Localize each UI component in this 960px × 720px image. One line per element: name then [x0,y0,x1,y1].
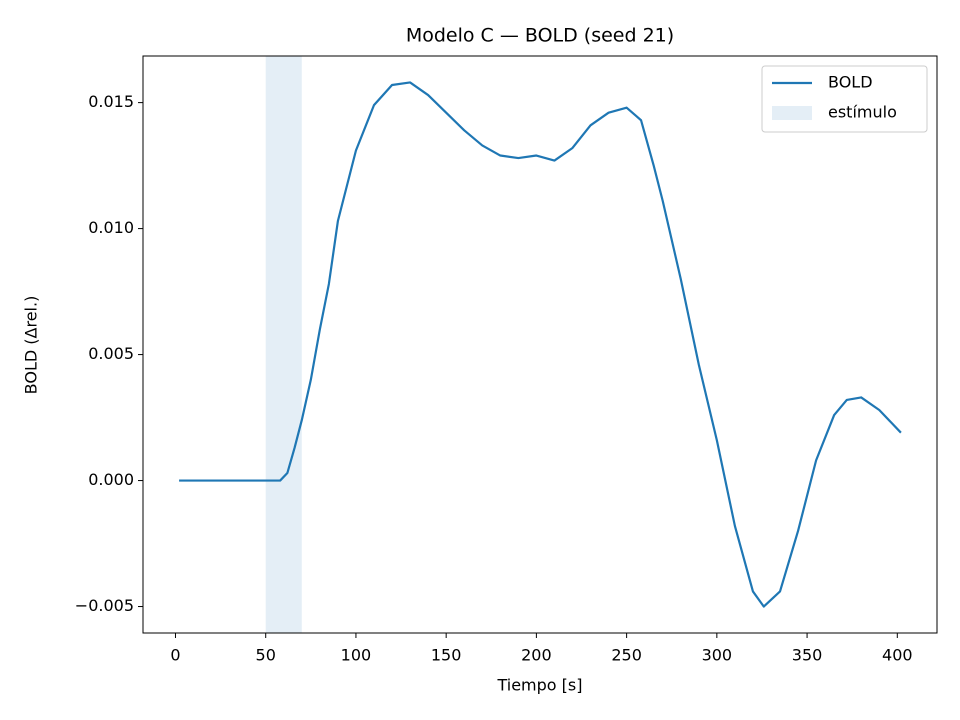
x-tick-label: 300 [702,646,733,665]
x-tick-label: 100 [341,646,372,665]
legend-swatch [772,106,812,120]
data-line [179,81,902,608]
stimulus-span [265,56,302,633]
x-tick-label: 0 [170,646,180,665]
x-tick-label: 50 [256,646,276,665]
y-tick-label: 0.000 [88,470,134,489]
legend-label: estímulo [828,103,897,122]
y-tick-label: 0.015 [88,92,134,111]
chart-title: Modelo C — BOLD (seed 21) [406,25,674,47]
y-tick-label: 0.010 [88,218,134,237]
x-axis-label: Tiempo [s] [496,676,582,695]
y-tick-label: 0.005 [88,344,134,363]
plot-frame [142,55,938,634]
x-tick-label: 400 [882,646,913,665]
x-tick-label: 350 [792,646,823,665]
x-tick-label: 150 [431,646,462,665]
x-tick-label: 200 [521,646,552,665]
y-axis-label: BOLD (Δrel.) [22,296,41,395]
x-tick-label: 250 [611,646,642,665]
y-tick-label: −0.005 [75,596,134,615]
legend-label: BOLD [828,73,873,92]
